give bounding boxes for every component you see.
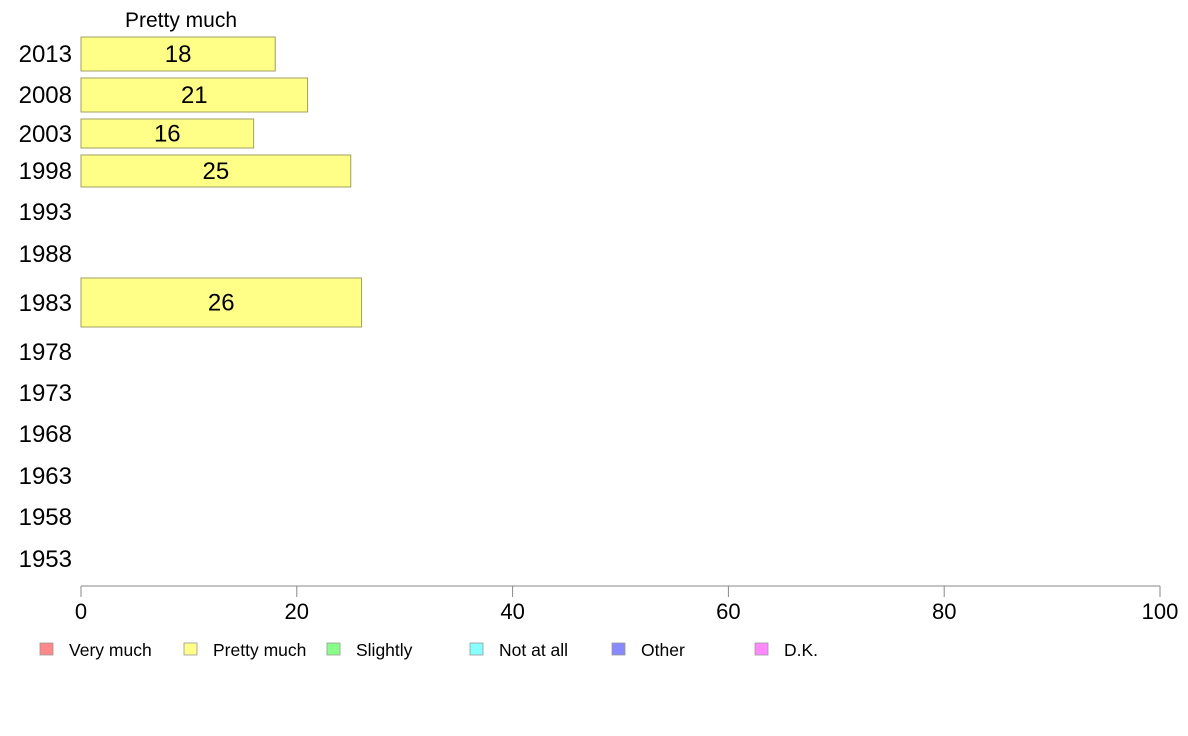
year-label-2008: 2008 [19, 82, 72, 109]
x-tick-label-80: 80 [932, 599, 956, 624]
x-tick-label-20: 20 [285, 599, 309, 624]
bar-value-label-2003: 16 [154, 121, 181, 148]
legend-label-pretty-much: Pretty much [213, 640, 306, 660]
bar-2003 [80, 118, 255, 149]
legend-swatch-not-at-all [469, 642, 484, 656]
x-tick-label-0: 0 [75, 599, 87, 624]
year-label-1983: 1983 [19, 290, 72, 317]
legend-label-slightly: Slightly [356, 640, 413, 660]
year-label-2003: 2003 [19, 121, 72, 148]
bar-2008 [80, 77, 309, 113]
year-labels: 2013 2008 2003 1998 1993 1988 1983 1978 1973 1968… [19, 41, 72, 573]
legend-swatch-pretty-much [183, 642, 198, 656]
legend-label-other: Other [641, 640, 685, 660]
legend-label-d-k: D.K. [784, 640, 818, 660]
year-label-1963: 1963 [19, 463, 72, 490]
legend-swatch-d-k [754, 642, 769, 656]
legend: Very much Pretty much Slightly Not at all Ot… [39, 640, 818, 660]
x-tick-label-60: 60 [716, 599, 740, 624]
year-label-1973: 1973 [19, 380, 72, 407]
bar-1983 [80, 277, 363, 328]
legend-swatch-very-much [39, 642, 54, 656]
bar-1998 [80, 154, 352, 188]
legend-swatch-other [611, 642, 626, 656]
bar-value-label-2013: 18 [165, 41, 192, 68]
year-label-1953: 1953 [19, 546, 72, 573]
bar-value-label-2008: 21 [181, 82, 208, 109]
legend-label-very-much: Very much [69, 640, 152, 660]
year-label-1998: 1998 [19, 158, 72, 185]
year-label-2013: 2013 [19, 41, 72, 68]
x-tick-label-100: 100 [1142, 599, 1179, 624]
legend-label-not-at-all: Not at all [499, 640, 568, 660]
series-title: Pretty much [125, 9, 237, 32]
x-axis: 0 20 40 60 80 100 [75, 585, 1179, 624]
bar-value-label-1998: 25 [203, 158, 230, 185]
bar-value-label-1983: 26 [208, 290, 235, 317]
bar-2013 [80, 36, 276, 72]
year-label-1993: 1993 [19, 199, 72, 226]
year-label-1958: 1958 [19, 504, 72, 531]
year-label-1988: 1988 [19, 241, 72, 268]
legend-swatch-slightly [326, 642, 341, 656]
year-label-1978: 1978 [19, 339, 72, 366]
year-label-1968: 1968 [19, 421, 72, 448]
x-tick-label-40: 40 [500, 599, 524, 624]
